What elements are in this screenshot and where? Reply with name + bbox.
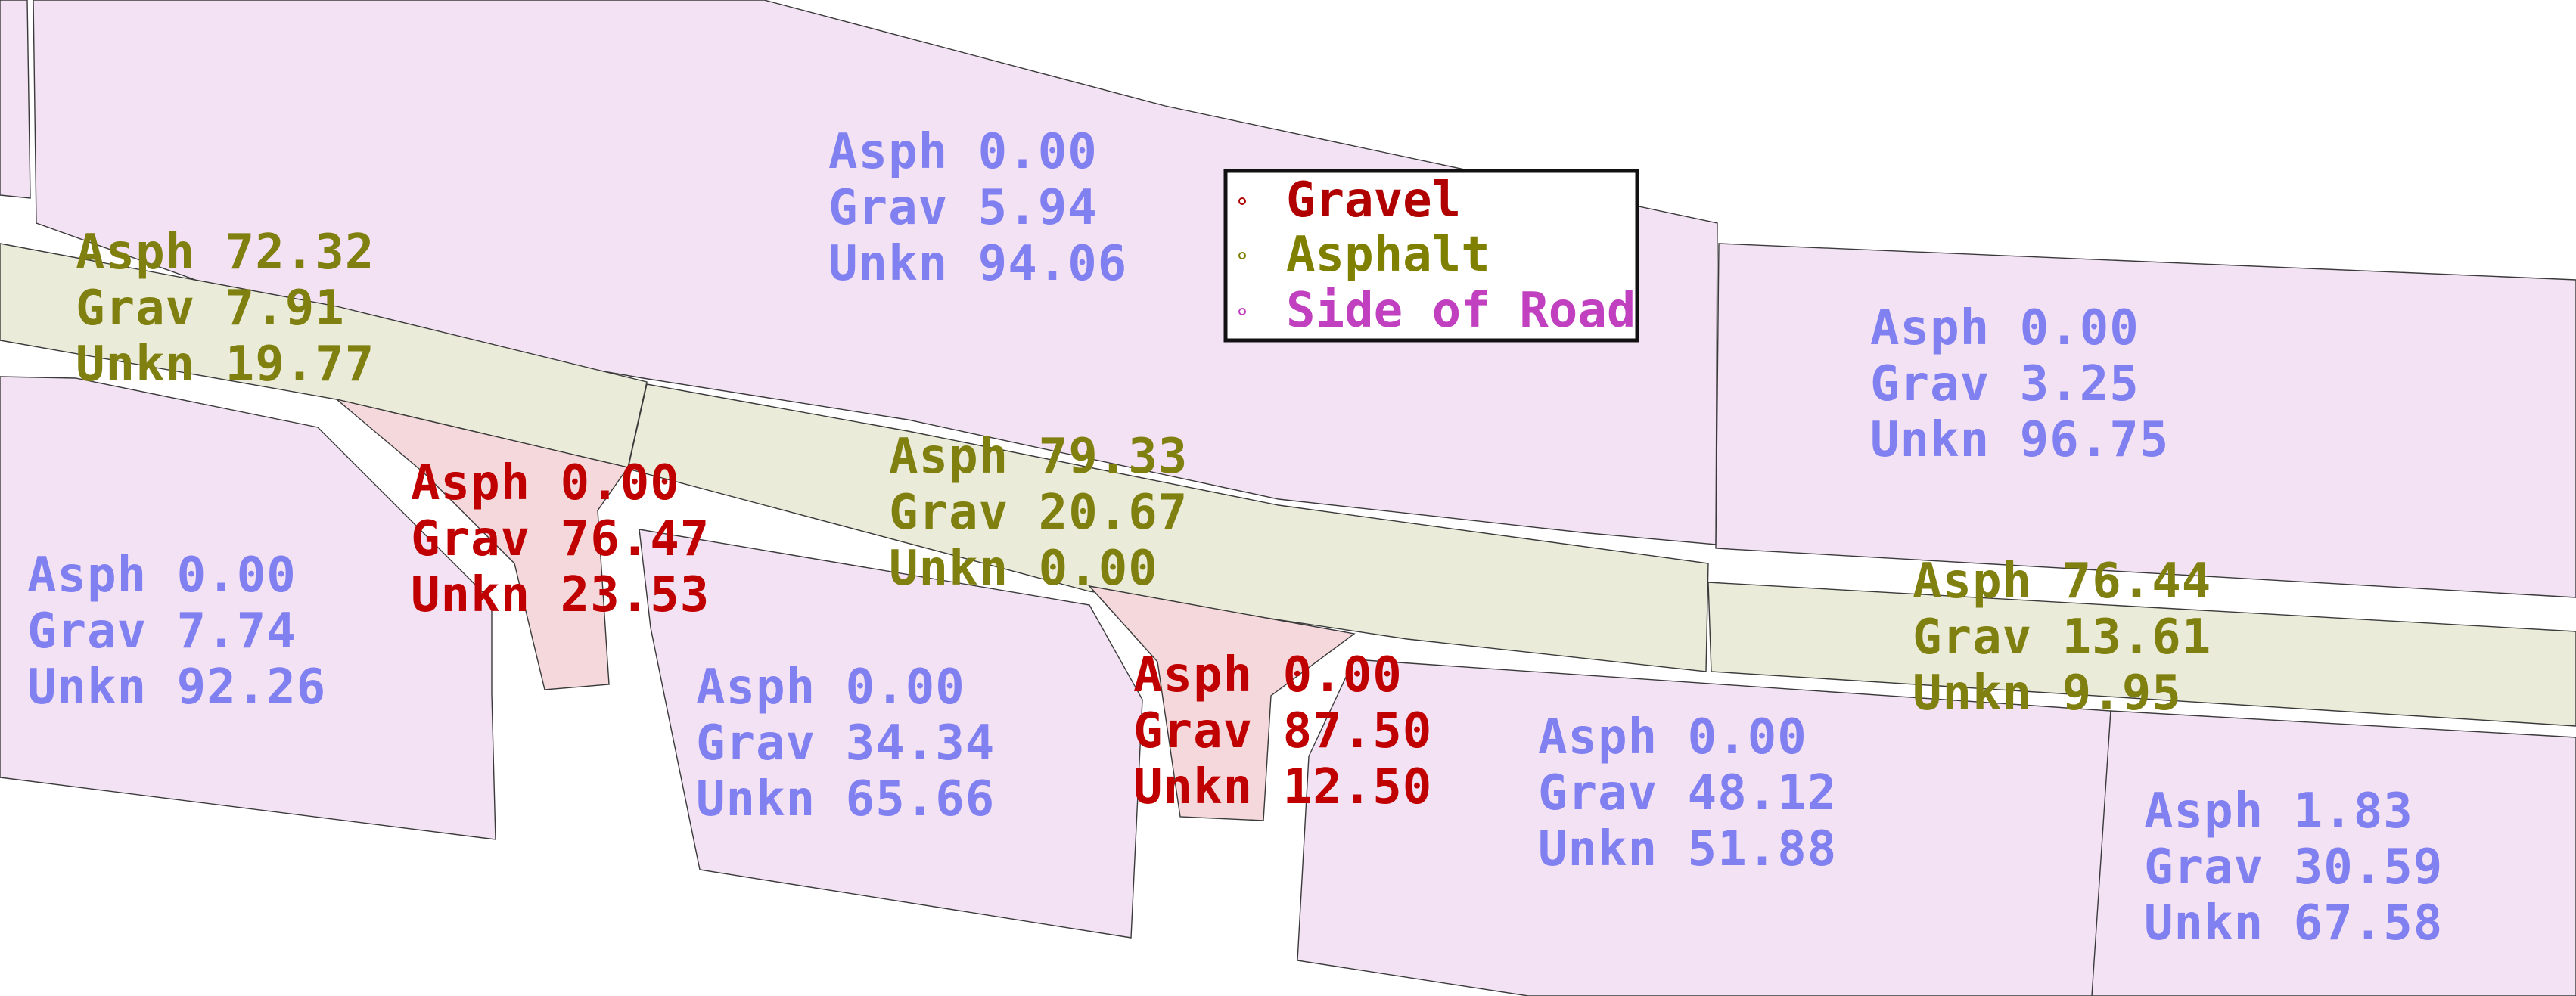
region-stat-side-left-unkn: Unkn 92.26 (27, 659, 326, 715)
legend-label-side-of-road: Side of Road (1286, 283, 1636, 339)
parcel-top-left-edge (0, 0, 31, 199)
region-stat-grav-left-asph: Asph 0.00 (411, 455, 680, 511)
legend-box (1223, 169, 1639, 343)
region-stat-side-top-center-unkn: Unkn 94.06 (828, 236, 1127, 292)
region-stat-side-left-grav: Grav 7.74 (27, 603, 297, 659)
road-segment-right[interactable] (1707, 582, 2576, 727)
parcel-top-right[interactable] (1715, 243, 2576, 598)
region-stat-side-center-left-asph: Asph 0.00 (696, 659, 965, 715)
region-stat-side-bottom-right-asph: Asph 1.83 (2144, 783, 2413, 839)
circle-marker-icon (1238, 308, 1246, 315)
region-stat-asph-right-unkn: Unkn 9.95 (1913, 666, 2182, 721)
region-stat-asph-center-asph: Asph 79.33 (889, 429, 1188, 485)
region-stat-side-bottom-right-unkn: Unkn 67.58 (2144, 895, 2443, 951)
region-stat-side-left-asph: Asph 0.00 (27, 548, 297, 603)
gravel-patch-center[interactable] (1088, 585, 1356, 821)
region-stat-side-top-right-unkn: Unkn 96.75 (1870, 412, 2169, 468)
region-stat-asph-left-asph: Asph 72.32 (76, 225, 374, 281)
region-stat-asph-center-unkn: Unkn 0.00 (889, 541, 1158, 597)
region-stat-side-top-center-asph: Asph 0.00 (828, 124, 1098, 180)
region-stat-side-center-right-asph: Asph 0.00 (1538, 709, 1807, 765)
region-stat-asph-center-grav: Grav 20.67 (889, 485, 1188, 541)
region-stat-asph-right-grav: Grav 13.61 (1913, 610, 2211, 666)
region-stat-side-top-center-grav: Grav 5.94 (828, 180, 1098, 236)
region-stat-grav-left-grav: Grav 76.47 (411, 511, 710, 567)
circle-marker-icon (1238, 252, 1246, 259)
legend: Gravel Asphalt Side of Road (1223, 169, 1639, 343)
legend-label-asphalt: Asphalt (1286, 227, 1490, 283)
circle-marker-icon (1238, 197, 1246, 205)
region-stat-side-top-right-grav: Grav 3.25 (1870, 356, 2139, 412)
region-stat-side-center-left-unkn: Unkn 65.66 (696, 771, 995, 827)
parcel-bottom-right[interactable] (2091, 710, 2576, 996)
parcel-bottom-center-left[interactable] (639, 529, 1143, 939)
region-stat-grav-center-unkn: Unkn 12.50 (1133, 759, 1432, 815)
road-segment-center[interactable] (627, 383, 1709, 672)
gravel-patch-left[interactable] (336, 399, 629, 690)
legend-label-gravel: Gravel (1286, 172, 1461, 228)
region-stat-asph-left-unkn: Unkn 19.77 (76, 337, 374, 393)
region-stat-side-center-right-unkn: Unkn 51.88 (1538, 821, 1837, 877)
region-stat-grav-center-grav: Grav 87.50 (1133, 703, 1432, 759)
region-stat-asph-left-grav: Grav 7.91 (76, 281, 345, 337)
region-stat-grav-center-asph: Asph 0.00 (1133, 647, 1403, 703)
region-stat-side-center-right-grav: Grav 48.12 (1538, 765, 1837, 821)
region-stat-side-top-right-asph: Asph 0.00 (1870, 300, 2139, 356)
parcel-bottom-left[interactable] (0, 376, 496, 840)
region-stat-grav-left-unkn: Unkn 23.53 (411, 567, 710, 623)
region-stat-side-center-left-grav: Grav 34.34 (696, 715, 995, 771)
region-stat-side-bottom-right-grav: Grav 30.59 (2144, 839, 2443, 895)
region-stat-asph-right-asph: Asph 76.44 (1913, 554, 2211, 610)
